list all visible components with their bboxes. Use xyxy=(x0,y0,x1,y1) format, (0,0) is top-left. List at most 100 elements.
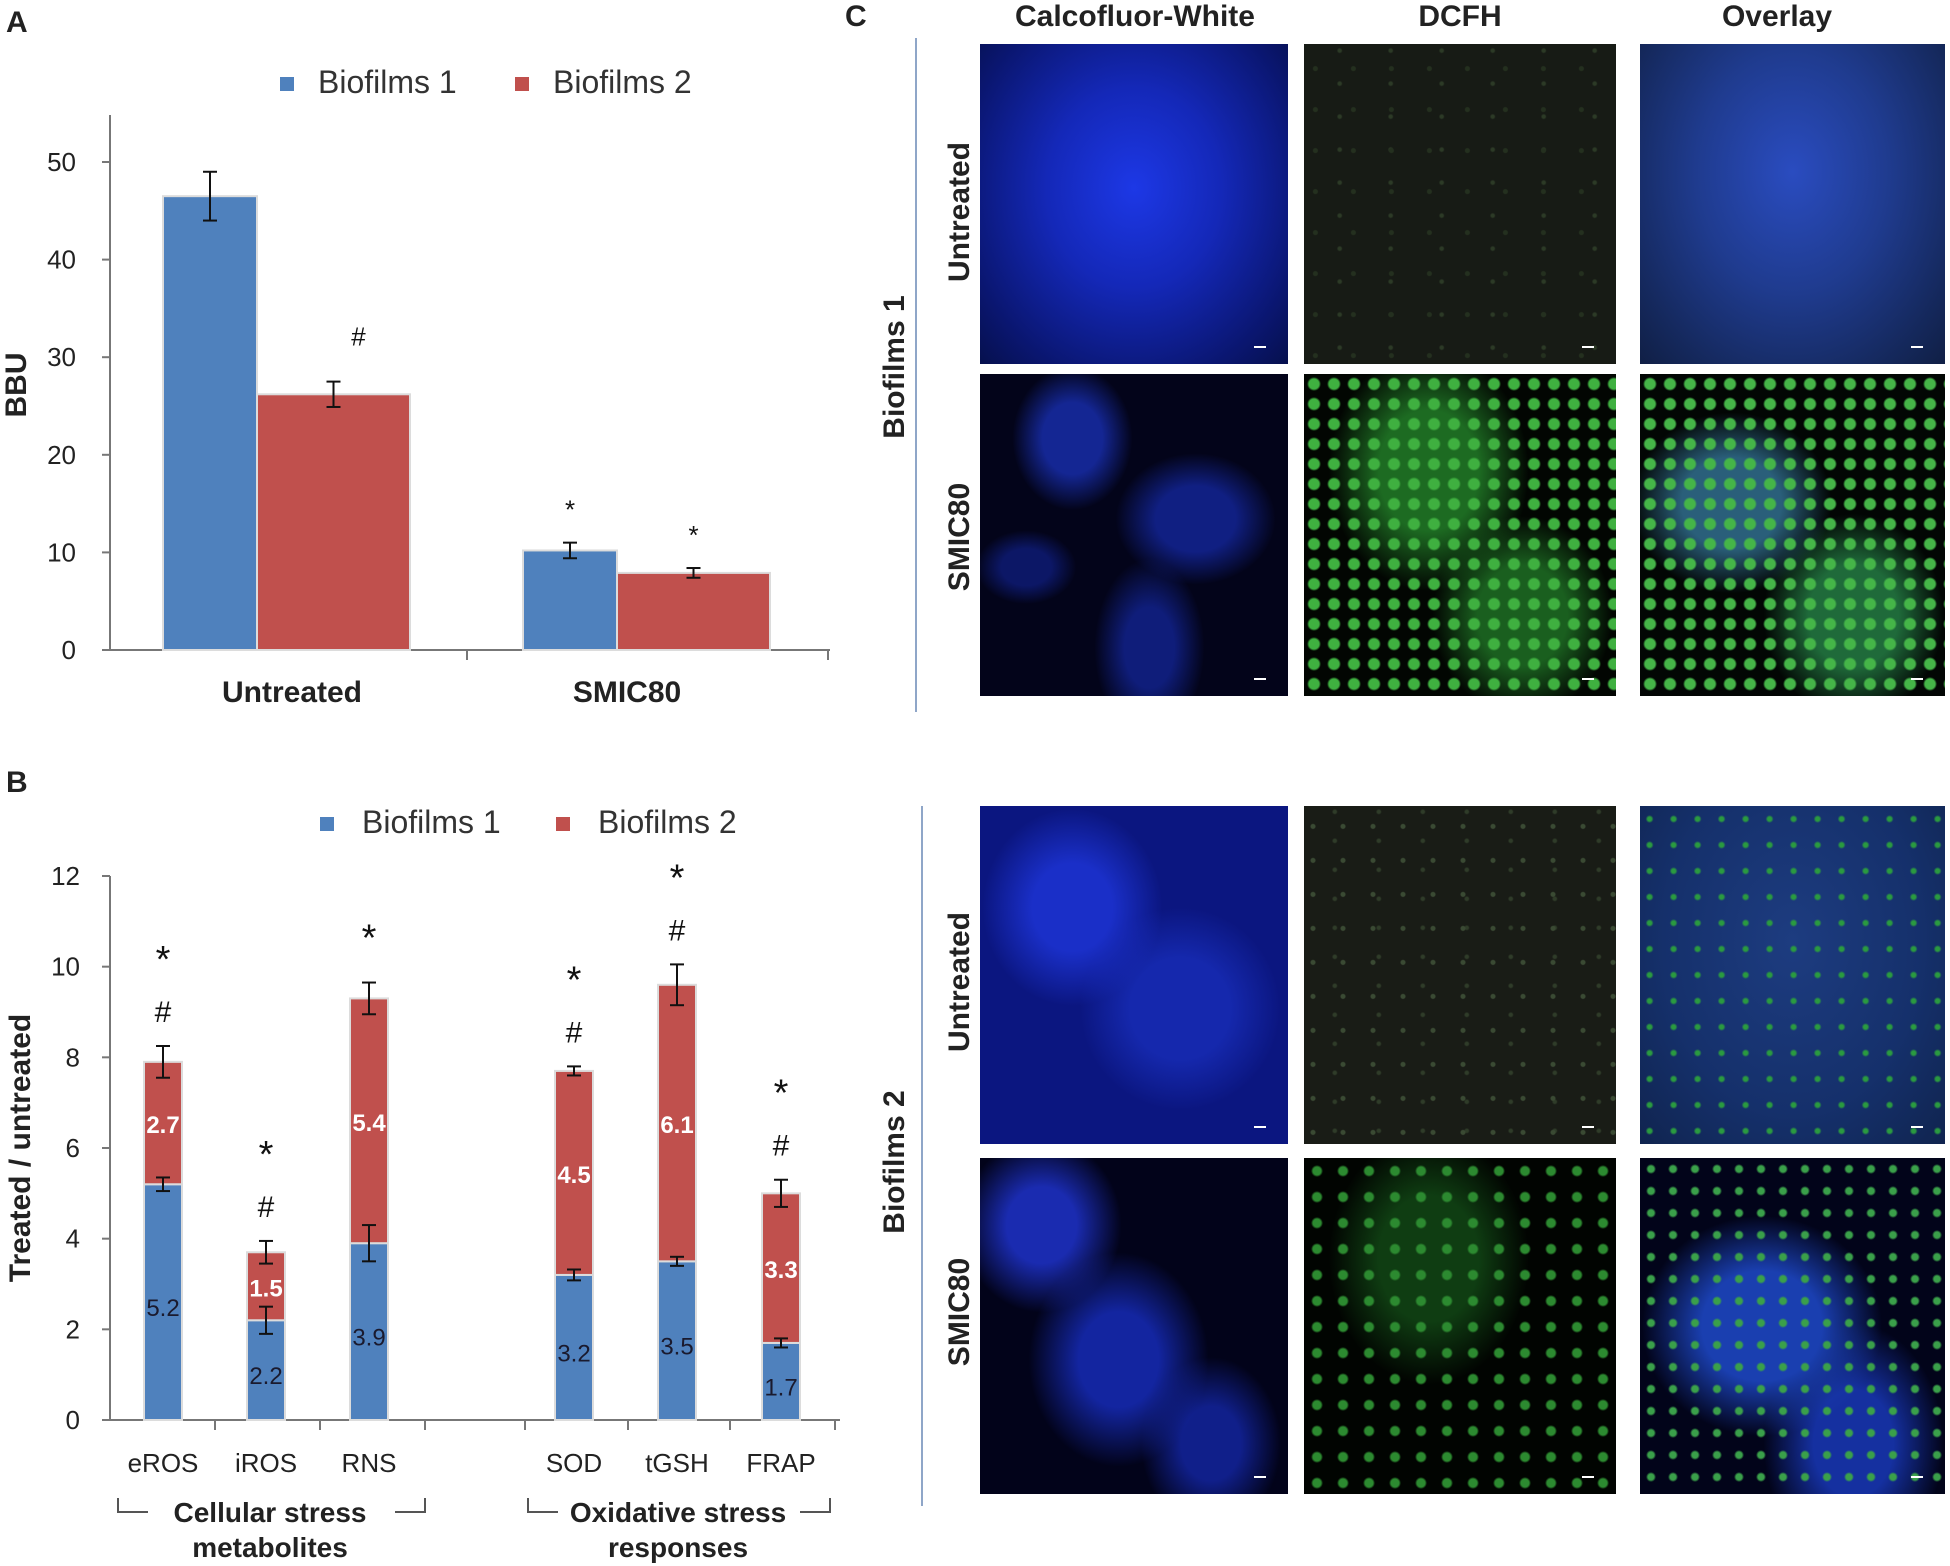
data-label-biofilms2: 4.5 xyxy=(557,1162,590,1189)
x-category-label: iROS xyxy=(235,1448,297,1478)
group-bracket xyxy=(527,1498,831,1513)
legend-swatch-2 xyxy=(556,817,570,831)
y-tick-label: 10 xyxy=(47,537,76,567)
bar-biofilms1-iros xyxy=(246,1319,286,1421)
legend-swatch-1 xyxy=(280,77,294,91)
data-label-biofilms2: 1.5 xyxy=(249,1275,282,1302)
x-category-label: eROS xyxy=(128,1448,199,1478)
x-category-label: tGSH xyxy=(645,1448,709,1478)
group-label-biofilms-2: Biofilms 2 xyxy=(878,1090,911,1234)
micrograph-b2-untreated-overlay xyxy=(1640,806,1945,1144)
micrograph-b1-smic80-calcofluor xyxy=(980,374,1288,696)
bracket-biofilms-2 xyxy=(921,806,923,1506)
data-label-biofilms2: 3.3 xyxy=(764,1257,797,1284)
row-label-g2-smic80: SMIC80 xyxy=(943,1257,976,1367)
legend-label-1: Biofilms 1 xyxy=(362,804,501,840)
y-axis-title: Treated / untreated xyxy=(4,1014,37,1282)
micrograph-b2-smic80-overlay xyxy=(1640,1158,1945,1494)
star-marker: * xyxy=(774,1073,789,1115)
x-category-label: FRAP xyxy=(746,1448,815,1478)
data-label-biofilms2: 6.1 xyxy=(660,1112,693,1139)
data-label-biofilms2: 5.4 xyxy=(352,1110,386,1137)
bracket-biofilms-1 xyxy=(915,38,917,712)
scale-bar xyxy=(1254,1476,1266,1478)
scale-bar xyxy=(1911,678,1923,680)
micrograph-b1-smic80-dcfh xyxy=(1304,374,1616,696)
scale-bar xyxy=(1911,346,1923,348)
x-category-label: RNS xyxy=(342,1448,397,1478)
bar-chart-biofilm-biomass: Biofilms 1 Biofilms 2 0 10 20 30 40 50 BBU Untrea… xyxy=(0,64,830,709)
scale-bar xyxy=(1582,1476,1594,1478)
star-marker: * xyxy=(156,939,171,981)
column-title-dcfh: DCFH xyxy=(1418,0,1502,33)
group-label-line2: metabolites xyxy=(192,1532,348,1563)
hash-marker: # xyxy=(351,322,366,352)
micrograph-b2-untreated-calcofluor xyxy=(980,806,1288,1144)
data-label-biofilms1: 3.2 xyxy=(557,1340,590,1367)
y-tick-label: 10 xyxy=(51,952,80,982)
star-marker: * xyxy=(565,495,575,525)
row-label-g2-untreated: Untreated xyxy=(943,911,976,1053)
scale-bar xyxy=(1582,678,1594,680)
micrograph-b2-smic80-calcofluor xyxy=(980,1158,1288,1494)
y-tick-label: 8 xyxy=(66,1042,80,1072)
group-label-biofilms-1: Biofilms 1 xyxy=(878,295,911,439)
star-marker: * xyxy=(688,520,698,550)
y-tick-label: 4 xyxy=(66,1224,80,1254)
x-category-label: SMIC80 xyxy=(573,676,681,709)
data-label-biofilms1: 3.5 xyxy=(660,1334,693,1361)
row-label-g1-smic80: SMIC80 xyxy=(943,482,976,592)
y-tick-label: 30 xyxy=(47,342,76,372)
y-tick-label: 2 xyxy=(66,1314,80,1344)
data-label-biofilms1: 3.9 xyxy=(352,1325,385,1352)
x-category-label: SOD xyxy=(546,1448,602,1478)
hash-marker: # xyxy=(566,1016,583,1049)
legend-label-2: Biofilms 2 xyxy=(598,804,737,840)
bar-biofilms1-tgsh xyxy=(657,1260,697,1422)
legend-swatch-1 xyxy=(320,817,334,831)
data-label-biofilms1: 1.7 xyxy=(764,1374,797,1401)
y-tick-label: 40 xyxy=(47,245,76,275)
group-label-line1: Cellular stress xyxy=(174,1497,367,1528)
legend-label-1: Biofilms 1 xyxy=(318,64,457,100)
micrograph-b2-smic80-dcfh xyxy=(1304,1158,1616,1494)
bar-2-untreated xyxy=(256,393,411,651)
hash-marker: # xyxy=(258,1191,275,1224)
micrograph-b1-smic80-overlay xyxy=(1640,374,1945,696)
y-tick-label: 12 xyxy=(51,861,80,891)
legend-label-2: Biofilms 2 xyxy=(553,64,692,100)
y-tick-label: 0 xyxy=(62,635,76,665)
group-label-line2: responses xyxy=(608,1532,748,1563)
y-tick-label: 6 xyxy=(66,1133,80,1163)
hash-marker: # xyxy=(773,1130,790,1163)
scale-bar xyxy=(1254,678,1266,680)
panel-label-c: C xyxy=(845,0,867,33)
data-label-biofilms1: 2.2 xyxy=(249,1363,282,1390)
group-label-line1: Oxidative stress xyxy=(570,1497,786,1528)
column-title-overlay: Overlay xyxy=(1721,0,1833,33)
star-marker: * xyxy=(259,1134,274,1176)
hash-marker: # xyxy=(155,996,172,1029)
y-axis-title: BBU xyxy=(0,353,33,418)
scale-bar xyxy=(1911,1476,1923,1478)
star-marker: * xyxy=(567,959,582,1001)
stacked-bar-chart-stress: Biofilms 1 Biofilms 2 0 2 4 6 8 10 12 Treated / u… xyxy=(4,804,840,1563)
scale-bar xyxy=(1254,1126,1266,1128)
scale-bar xyxy=(1582,346,1594,348)
y-tick-label: 20 xyxy=(47,440,76,470)
data-label-biofilms1: 5.2 xyxy=(146,1295,179,1322)
y-tick-label: 50 xyxy=(47,147,76,177)
y-tick-label: 0 xyxy=(66,1405,80,1435)
bar-2-smic80 xyxy=(616,571,771,651)
column-title-calcofluor: Calcofluor-White xyxy=(1015,0,1255,33)
scale-bar xyxy=(1254,346,1266,348)
group-bracket xyxy=(117,1498,426,1513)
row-label-g1-untreated: Untreated xyxy=(943,141,976,283)
legend-swatch-2 xyxy=(515,77,529,91)
micrograph-b1-untreated-dcfh xyxy=(1304,44,1616,364)
microscopy-panel: C Calcofluor-White DCFH Overlay Biofilms… xyxy=(845,0,1950,1566)
star-marker: * xyxy=(670,857,685,899)
bar-1-untreated xyxy=(162,195,258,651)
scale-bar xyxy=(1582,1126,1594,1128)
micrograph-b1-untreated-calcofluor xyxy=(980,44,1288,364)
